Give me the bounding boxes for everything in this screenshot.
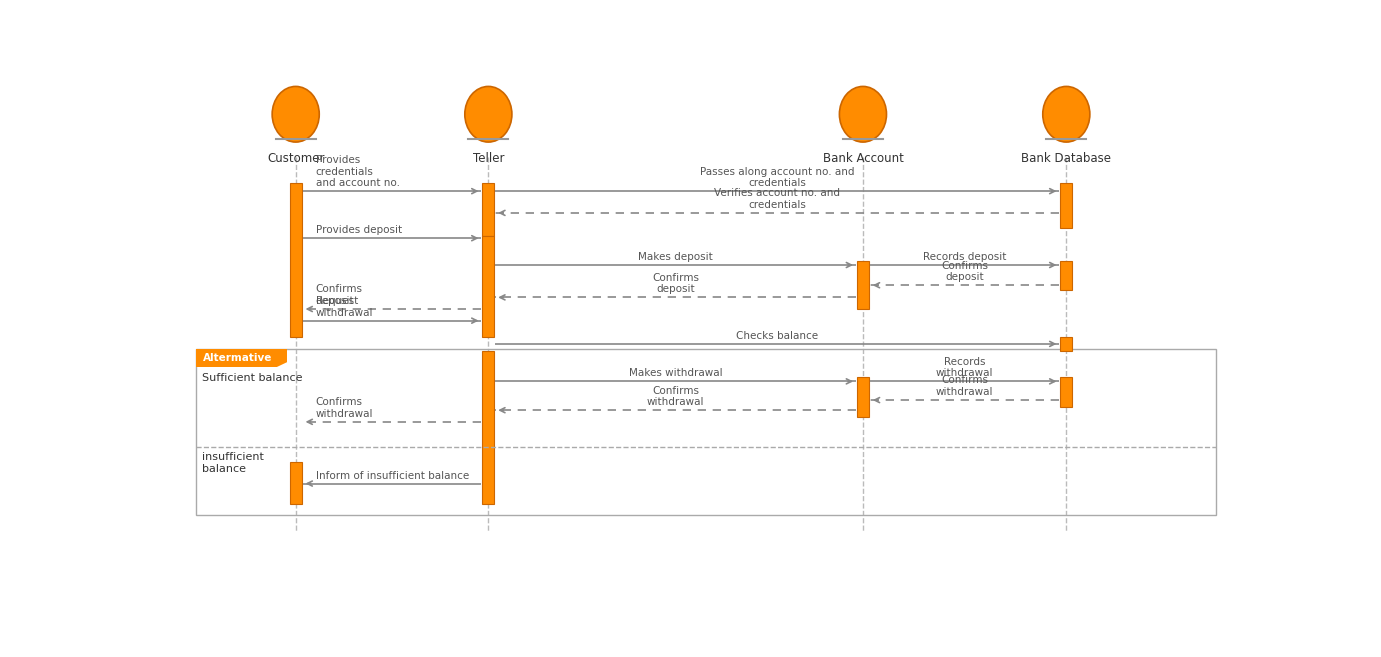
Text: Request
withdrawal: Request withdrawal bbox=[315, 296, 373, 317]
Text: Teller: Teller bbox=[472, 152, 504, 165]
Text: Records
withdrawal: Records withdrawal bbox=[936, 357, 993, 378]
Bar bbox=[1061, 183, 1072, 228]
Text: Confirms
deposit: Confirms deposit bbox=[315, 284, 362, 306]
Text: Bank Account: Bank Account bbox=[823, 152, 903, 165]
Text: Checks balance: Checks balance bbox=[736, 331, 819, 341]
Text: Confirms
withdrawal: Confirms withdrawal bbox=[936, 375, 993, 397]
Bar bbox=[482, 183, 494, 236]
Polygon shape bbox=[276, 362, 287, 367]
Text: Makes deposit: Makes deposit bbox=[638, 252, 713, 262]
Bar bbox=[858, 261, 869, 309]
Text: Altermative: Altermative bbox=[203, 353, 272, 363]
Ellipse shape bbox=[1043, 87, 1090, 142]
Text: Bank Database: Bank Database bbox=[1022, 152, 1112, 165]
Ellipse shape bbox=[840, 87, 887, 142]
Text: Confirms
withdrawal: Confirms withdrawal bbox=[315, 397, 373, 419]
Text: Passes along account no. and
credentials: Passes along account no. and credentials bbox=[700, 166, 855, 188]
Bar bbox=[196, 350, 1217, 515]
Bar bbox=[1061, 377, 1072, 407]
Text: Provides deposit: Provides deposit bbox=[315, 225, 402, 235]
Text: Makes withdrawal: Makes withdrawal bbox=[628, 369, 722, 378]
Text: Confirms
deposit: Confirms deposit bbox=[940, 261, 989, 283]
Text: Customer: Customer bbox=[267, 152, 325, 165]
Bar bbox=[1061, 337, 1072, 351]
Text: Provides
credentials
and account no.: Provides credentials and account no. bbox=[315, 155, 399, 188]
Bar bbox=[482, 236, 494, 337]
Bar bbox=[482, 351, 494, 504]
Text: Inform of insufficient balance: Inform of insufficient balance bbox=[315, 470, 468, 480]
Bar bbox=[290, 183, 301, 337]
Bar bbox=[858, 377, 869, 417]
Text: Confirms
deposit: Confirms deposit bbox=[652, 273, 699, 294]
Text: Records deposit: Records deposit bbox=[923, 252, 1007, 262]
Text: insufficient
balance: insufficient balance bbox=[202, 452, 264, 474]
Text: Verifies account no. and
credentials: Verifies account no. and credentials bbox=[714, 189, 840, 210]
Text: Confirms
withdrawal: Confirms withdrawal bbox=[646, 386, 704, 407]
Bar bbox=[196, 350, 287, 367]
Bar bbox=[290, 463, 301, 504]
Bar bbox=[1061, 261, 1072, 290]
Ellipse shape bbox=[465, 87, 512, 142]
Ellipse shape bbox=[272, 87, 319, 142]
Text: Sufficient balance: Sufficient balance bbox=[202, 373, 302, 383]
